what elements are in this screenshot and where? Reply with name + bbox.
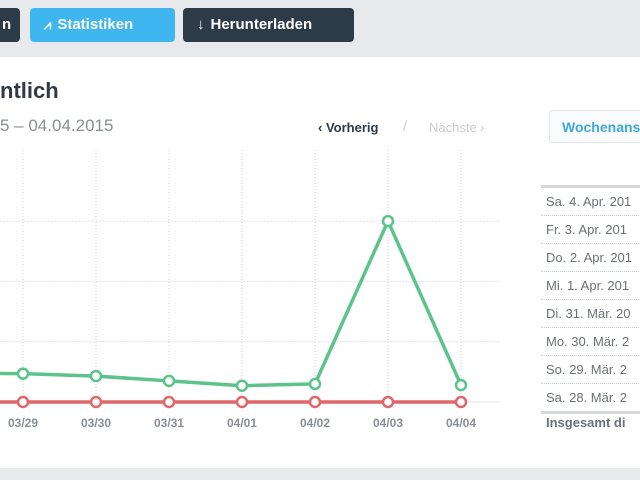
data-point-red [235, 395, 249, 409]
arrow-down-icon: ↓ [197, 16, 205, 33]
toolbar: n ⩘ Statistiken ↓ Herunterladen [0, 0, 640, 57]
week-view-button[interactable]: Wochenans [549, 110, 640, 143]
date-range: 5 – 04.04.2015 [0, 116, 114, 135]
series-line-green [0, 219, 463, 388]
data-point-green [89, 369, 103, 383]
next-link[interactable]: Nächste › [429, 120, 485, 135]
bottom-bar [0, 468, 640, 480]
data-point-green [454, 378, 468, 392]
table-total: Insgesamt di [546, 415, 626, 430]
x-tick-label: 03/29 [8, 416, 38, 430]
table-row[interactable]: Fr. 3. Apr. 201 [541, 216, 640, 244]
previous-link[interactable]: ‹ Vorherig [318, 120, 379, 135]
data-point-green [16, 367, 30, 380]
x-tick-label: 03/30 [81, 416, 111, 430]
data-point-red [162, 395, 176, 409]
download-label: Herunterladen [210, 16, 313, 33]
data-point-red [308, 395, 322, 409]
table-row[interactable]: So. 29. Mär. 2 [541, 356, 640, 384]
partial-button[interactable]: n [0, 8, 20, 42]
data-point-green [308, 377, 322, 391]
partial-button-label: n [2, 16, 12, 33]
x-tick-label: 04/02 [300, 416, 330, 430]
data-point-green [235, 379, 249, 392]
nav-separator: / [403, 118, 408, 135]
daily-table: Sa. 4. Apr. 201 Fr. 3. Apr. 201 Do. 2. A… [541, 185, 640, 414]
data-point-green [381, 214, 395, 228]
stats-icon: ⩘ [44, 17, 52, 32]
x-tick-label: 04/04 [446, 416, 476, 430]
data-point-red [381, 395, 395, 409]
x-tick-label: 04/03 [373, 416, 403, 430]
table-row[interactable]: Sa. 4. Apr. 201 [541, 188, 640, 216]
download-button[interactable]: ↓ Herunterladen [183, 8, 354, 42]
x-tick-label: 03/31 [154, 416, 184, 430]
data-point-red [89, 395, 103, 409]
statistics-button[interactable]: ⩘ Statistiken [30, 8, 175, 42]
data-point-red [454, 395, 468, 409]
x-tick-label: 04/01 [227, 416, 257, 430]
table-row[interactable]: Mi. 1. Apr. 201 [541, 272, 640, 300]
table-row[interactable]: Do. 2. Apr. 201 [541, 244, 640, 272]
data-point-green [162, 374, 176, 388]
table-row[interactable]: Di. 31. Mär. 20 [541, 300, 640, 328]
statistics-label: Statistiken [57, 16, 134, 33]
table-row[interactable]: Mo. 30. Mär. 2 [541, 328, 640, 356]
table-row[interactable]: Sa. 28. Mär. 2 [541, 384, 640, 414]
page-title: ntlich [0, 78, 59, 103]
line-chart: 03/29 03/30 03/31 04/01 04/02 04/03 04/04 [0, 150, 500, 430]
data-point-red [16, 395, 30, 409]
